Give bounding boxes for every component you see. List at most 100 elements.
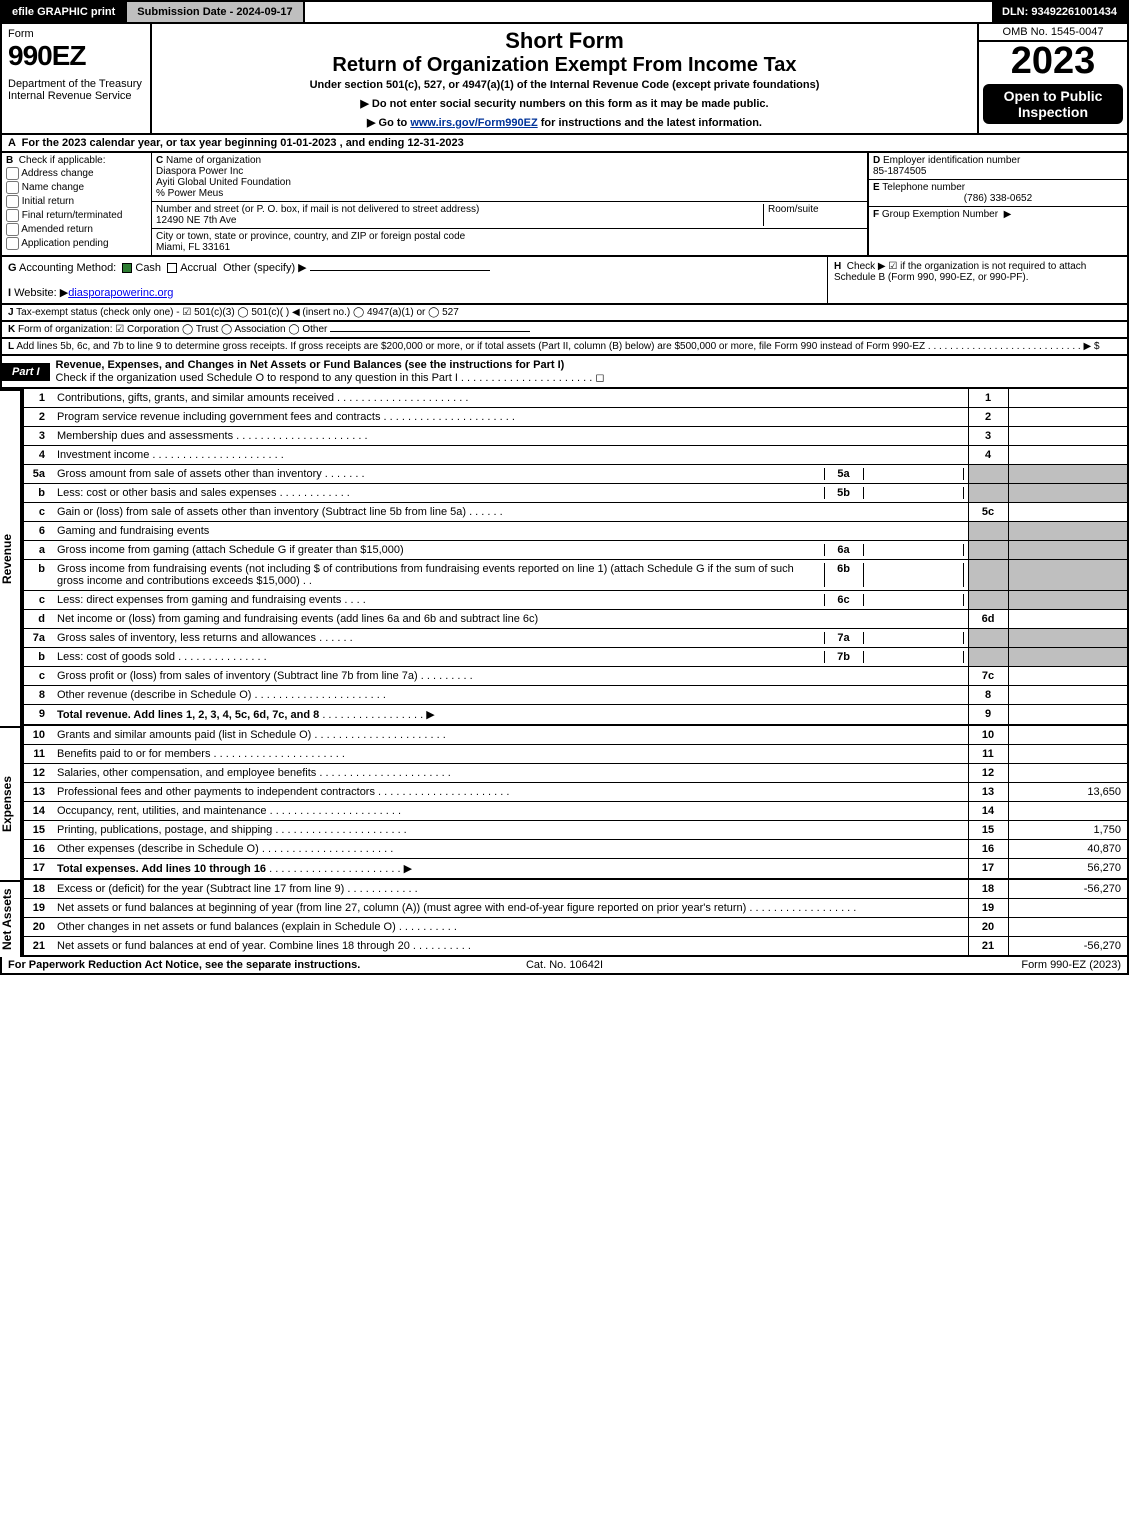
room-suite-lab: Room/suite — [763, 204, 863, 226]
h-text: Check ▶ ☑ if the organization is not req… — [834, 261, 1086, 283]
k-other-line[interactable] — [330, 331, 530, 332]
l17-desc: Total expenses. Add lines 10 through 16 — [57, 863, 266, 875]
l8-desc: Other revenue (describe in Schedule O) — [57, 689, 251, 701]
website-link[interactable]: diasporapowerinc.org — [68, 287, 173, 299]
col-b-checkboxes: B Check if applicable: Address change Na… — [2, 153, 152, 255]
expenses-side-label: Expenses — [0, 726, 22, 880]
l-gross-receipts: L Add lines 5b, 6c, and 7b to line 9 to … — [0, 339, 1129, 356]
part-i-title: Revenue, Expenses, and Changes in Net As… — [50, 356, 1127, 387]
opt-amended: Amended return — [21, 224, 93, 235]
line-17: 17Total expenses. Add lines 10 through 1… — [23, 859, 1128, 880]
chk-initial-return[interactable]: Initial return — [6, 195, 147, 208]
l18-desc: Excess or (deficit) for the year (Subtra… — [57, 883, 344, 895]
ein-value: 85-1874505 — [873, 166, 926, 177]
line-1: 1Contributions, gifts, grants, and simil… — [23, 389, 1128, 408]
c-name-row: C Name of organization Diaspora Power In… — [152, 153, 867, 202]
chk-amended-return[interactable]: Amended return — [6, 223, 147, 236]
g-other: Other (specify) ▶ — [223, 262, 307, 274]
line-10: 10Grants and similar amounts paid (list … — [23, 726, 1128, 745]
revenue-side-label: Revenue — [0, 389, 22, 726]
f-group-exemption: F Group Exemption Number ▶ — [869, 207, 1127, 222]
phone-lab: Telephone number — [882, 182, 965, 193]
c-city-row: City or town, state or province, country… — [152, 229, 867, 255]
title-return: Return of Organization Exempt From Incom… — [158, 54, 971, 77]
title-short-form: Short Form — [158, 28, 971, 54]
ein-lab: Employer identification number — [883, 155, 1020, 166]
col-c-org-info: C Name of organization Diaspora Power In… — [152, 153, 867, 255]
l1-desc: Contributions, gifts, grants, and simila… — [57, 392, 334, 404]
l10-desc: Grants and similar amounts paid (list in… — [57, 729, 311, 741]
org-address: 12490 NE 7th Ave — [156, 215, 236, 226]
group-lab: Group Exemption Number — [882, 209, 998, 220]
line-14: 14Occupancy, rent, utilities, and mainte… — [23, 802, 1128, 821]
l16-desc: Other expenses (describe in Schedule O) — [57, 843, 259, 855]
expenses-table: 10Grants and similar amounts paid (list … — [22, 726, 1129, 880]
submission-date-label: Submission Date - 2024-09-17 — [127, 2, 304, 22]
g-lab: Accounting Method: — [19, 262, 116, 274]
form-number: 990EZ — [8, 40, 144, 72]
section-gh: G Accounting Method: Cash Accrual Other … — [0, 257, 1129, 305]
part-i-check: Check if the organization used Schedule … — [56, 372, 605, 384]
l4-desc: Investment income — [57, 449, 149, 461]
l3-desc: Membership dues and assessments — [57, 430, 233, 442]
part-i-header: Part I Revenue, Expenses, and Changes in… — [0, 356, 1129, 389]
line-8: 8Other revenue (describe in Schedule O)8 — [23, 686, 1128, 705]
l20-desc: Other changes in net assets or fund bala… — [57, 921, 396, 933]
footer-paperwork: For Paperwork Reduction Act Notice, see … — [8, 959, 379, 971]
l9-desc: Total revenue. Add lines 1, 2, 3, 4, 5c,… — [57, 709, 319, 721]
line-12: 12Salaries, other compensation, and empl… — [23, 764, 1128, 783]
opt-address: Address change — [21, 168, 93, 179]
row-a-text: For the 2023 calendar year, or tax year … — [22, 137, 464, 149]
k-form-org: K Form of organization: ☑ Corporation ◯ … — [0, 322, 1129, 339]
line-21: 21Net assets or fund balances at end of … — [23, 937, 1128, 957]
g-accrual: Accrual — [180, 262, 217, 274]
l12-desc: Salaries, other compensation, and employ… — [57, 767, 316, 779]
c-name-lab: Name of organization — [166, 155, 261, 166]
topbar-spacer — [305, 2, 992, 22]
line-6: 6Gaming and fundraising events — [23, 522, 1128, 541]
revenue-table: 1Contributions, gifts, grants, and simil… — [22, 389, 1129, 726]
opt-initial: Initial return — [22, 196, 74, 207]
line-15: 15Printing, publications, postage, and s… — [23, 821, 1128, 840]
line-7c: cGross profit or (loss) from sales of in… — [23, 667, 1128, 686]
line-7a: 7aGross sales of inventory, less returns… — [23, 629, 1128, 648]
note-ssn: Do not enter social security numbers on … — [158, 97, 971, 110]
form-word: Form — [8, 28, 144, 40]
revenue-section: Revenue 1Contributions, gifts, grants, a… — [0, 389, 1129, 726]
j-tax-exempt: J Tax-exempt status (check only one) - ☑… — [0, 305, 1129, 322]
l13-desc: Professional fees and other payments to … — [57, 786, 375, 798]
goto-pre: Go to — [379, 117, 411, 129]
g-other-line[interactable] — [310, 270, 490, 271]
line-6d: dNet income or (loss) from gaming and fu… — [23, 610, 1128, 629]
j-text: Tax-exempt status (check only one) - ☑ 5… — [16, 307, 459, 318]
irs-link[interactable]: www.irs.gov/Form990EZ — [410, 117, 537, 129]
chk-accrual[interactable] — [167, 263, 177, 273]
opt-final: Final return/terminated — [22, 210, 123, 221]
section-bc: B Check if applicable: Address change Na… — [0, 153, 1129, 257]
efile-print-button[interactable]: efile GRAPHIC print — [2, 2, 127, 22]
l7b-desc: Less: cost of goods sold — [57, 651, 175, 663]
line-6b: bGross income from fundraising events (n… — [23, 560, 1128, 591]
goto-post: for instructions and the latest informat… — [538, 117, 762, 129]
chk-name-change[interactable]: Name change — [6, 181, 147, 194]
chk-address-change[interactable]: Address change — [6, 167, 147, 180]
dln-label: DLN: 93492261001434 — [992, 2, 1127, 22]
k-text: Form of organization: ☑ Corporation ◯ Tr… — [18, 324, 327, 335]
line-2: 2Program service revenue including gover… — [23, 408, 1128, 427]
line-20: 20Other changes in net assets or fund ba… — [23, 918, 1128, 937]
footer-form-id: Form 990-EZ (2023) — [750, 959, 1121, 971]
chk-application-pending[interactable]: Application pending — [6, 237, 147, 250]
note-goto: ▶ Go to www.irs.gov/Form990EZ for instru… — [158, 116, 971, 129]
g-cash: Cash — [135, 262, 161, 274]
chk-cash[interactable] — [122, 263, 132, 273]
line-5b: bLess: cost or other basis and sales exp… — [23, 484, 1128, 503]
expenses-section: Expenses 10Grants and similar amounts pa… — [0, 726, 1129, 880]
department-label: Department of the Treasury Internal Reve… — [8, 78, 144, 102]
footer-cat-no: Cat. No. 10642I — [379, 959, 750, 971]
g-accounting: G Accounting Method: Cash Accrual Other … — [2, 257, 827, 303]
header-right: OMB No. 1545-0047 2023 Open to Public In… — [977, 24, 1127, 133]
line-11: 11Benefits paid to or for members11 — [23, 745, 1128, 764]
group-arrow: ▶ — [1004, 209, 1012, 220]
chk-final-return[interactable]: Final return/terminated — [6, 209, 147, 222]
col-d-right: D Employer identification number 85-1874… — [867, 153, 1127, 255]
